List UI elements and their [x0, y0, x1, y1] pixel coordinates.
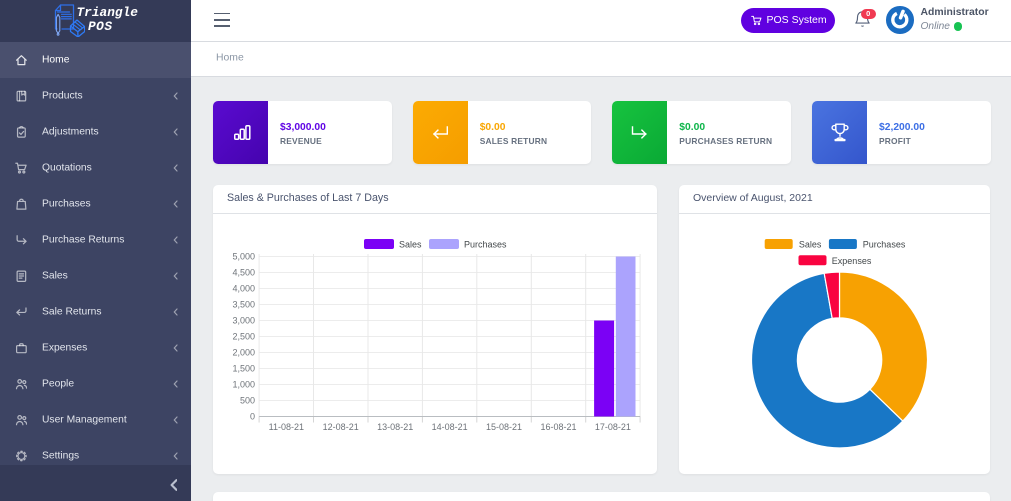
svg-text:4,000: 4,000 [232, 284, 255, 294]
svg-text:15-08-21: 15-08-21 [486, 422, 522, 432]
svg-text:5,000: 5,000 [232, 252, 255, 262]
svg-text:2,000: 2,000 [232, 348, 255, 358]
svg-text:1,500: 1,500 [232, 364, 255, 374]
svg-text:17-08-21: 17-08-21 [595, 422, 631, 432]
svg-text:Sales: Sales [399, 240, 422, 250]
svg-text:3,500: 3,500 [232, 300, 255, 310]
svg-text:0: 0 [250, 412, 255, 422]
svg-text:500: 500 [240, 396, 255, 406]
svg-text:16-08-21: 16-08-21 [540, 422, 576, 432]
svg-text:Expenses: Expenses [832, 256, 872, 266]
svg-text:2,500: 2,500 [232, 332, 255, 342]
svg-text:11-08-21: 11-08-21 [269, 422, 304, 432]
svg-text:Purchases: Purchases [863, 240, 906, 250]
svg-text:14-08-21: 14-08-21 [432, 422, 468, 432]
svg-text:Purchases: Purchases [464, 240, 507, 250]
svg-text:Sales: Sales [799, 240, 822, 250]
svg-text:12-08-21: 12-08-21 [323, 422, 359, 432]
svg-text:1,000: 1,000 [232, 380, 255, 390]
svg-text:13-08-21: 13-08-21 [377, 422, 413, 432]
svg-text:3,000: 3,000 [232, 316, 255, 326]
svg-text:4,500: 4,500 [232, 268, 255, 278]
